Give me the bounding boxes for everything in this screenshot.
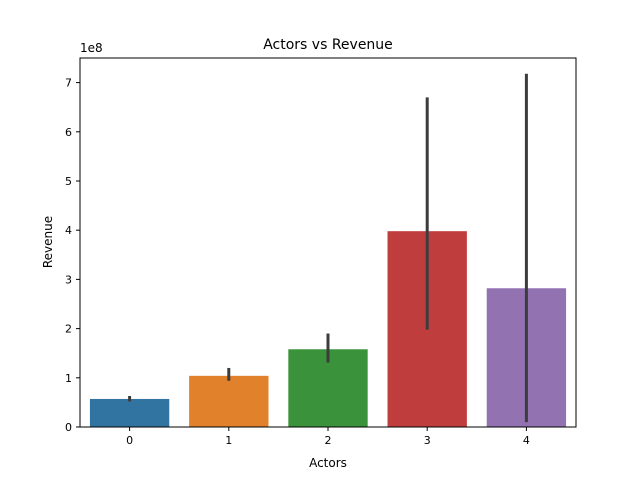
- x-tick-label-4: 4: [523, 434, 530, 447]
- x-tick-label-1: 1: [225, 434, 232, 447]
- y-axis-ticks: 0 1 2 3 4 5 6 7: [65, 77, 80, 434]
- bar-group: [89, 231, 567, 427]
- y-tick-label-5: 5: [65, 175, 72, 188]
- chart-title: Actors vs Revenue: [263, 37, 393, 53]
- y-tick-label-6: 6: [65, 126, 72, 139]
- x-axis-label: Actors: [309, 456, 347, 470]
- bar-1: [189, 375, 269, 427]
- x-tick-label-0: 0: [126, 434, 133, 447]
- y-axis-label: Revenue: [41, 216, 55, 268]
- y-tick-label-3: 3: [65, 273, 72, 286]
- x-axis-ticks: 0 1 2 3 4: [126, 427, 530, 447]
- y-tick-label-7: 7: [65, 77, 72, 90]
- bar-0: [89, 398, 170, 427]
- x-tick-label-3: 3: [424, 434, 431, 447]
- x-tick-label-2: 2: [325, 434, 332, 447]
- error-bar-group: [128, 73, 528, 423]
- y-tick-label-2: 2: [65, 323, 72, 336]
- y-axis-offset-label: 1e8: [80, 41, 103, 55]
- y-tick-label-0: 0: [65, 421, 72, 434]
- y-tick-label-1: 1: [65, 372, 72, 385]
- y-tick-label-4: 4: [65, 224, 72, 237]
